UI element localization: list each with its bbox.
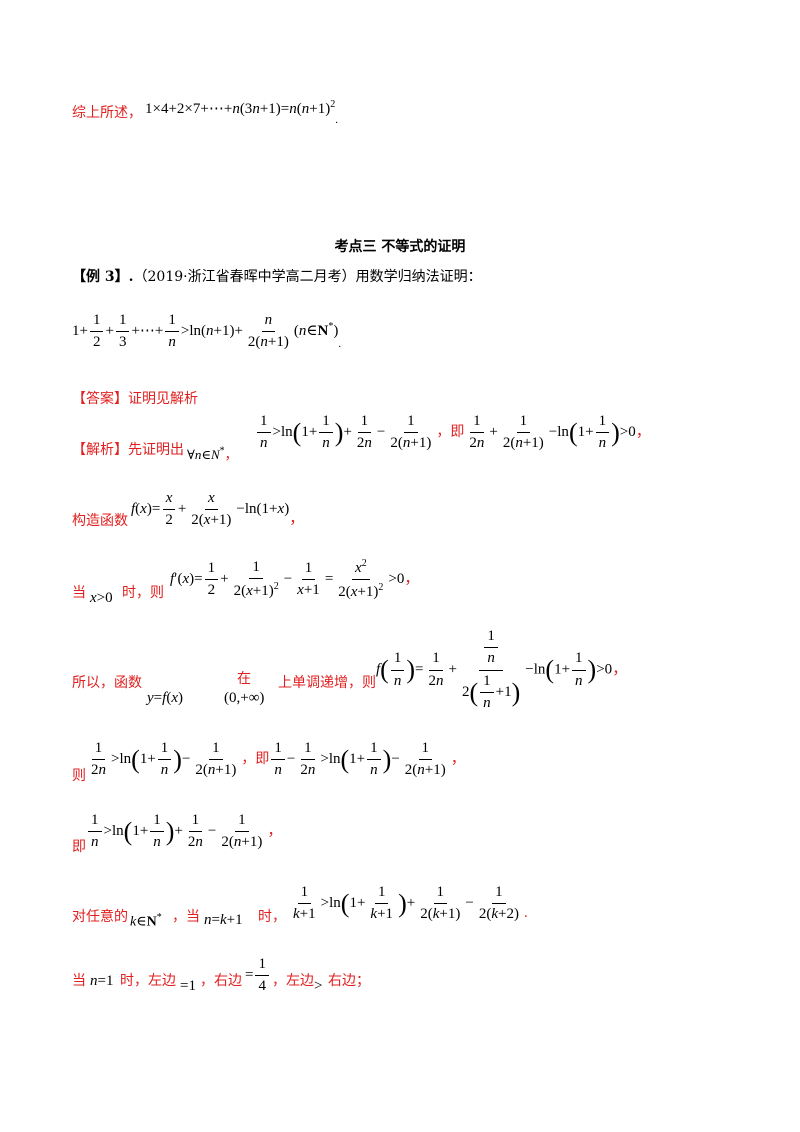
analysis-line4-text-b: 在 bbox=[237, 671, 251, 687]
analysis-line7-text-c: 时， bbox=[258, 909, 286, 925]
example-line: 【例 3】.（2019·浙江省春晖中学高二月考）用数学归纳法证明： bbox=[72, 266, 482, 286]
analysis-line7-text-a: 对任意的 bbox=[72, 909, 128, 925]
analysis-line5-formulas: 1 2n >ln(1+ 1 n)− 1 2(n+1) ，即 1 n −1 2n >ln(1+ 1 n)− 1 2… bbox=[91, 740, 466, 779]
analysis-line3-formula: f′(x)= 1 2 +1 2(x+1)2−1 x+1 = x2 2(x+1)2 >0， bbox=[170, 558, 420, 601]
analysis-line7-text-b: ，当 bbox=[172, 909, 200, 925]
example-formula: 1+ 1 2 +1 3 +⋯+ 1 n >ln(n+1)+ n 2(n+1) (n∈N*). bbox=[72, 312, 342, 351]
analysis-line8-text-d: ，左边 bbox=[272, 973, 314, 989]
analysis-line6-text: 即 bbox=[72, 839, 86, 855]
analysis-line8-text-a: 当 bbox=[72, 973, 86, 989]
analysis-line5-text: 则 bbox=[72, 768, 86, 784]
analysis-line1-formula-a: 1 n >ln(1+ 1 n)+ 1 2n −1 2(n+1) ，即 1 2n +1 2(n+1) −ln(… bbox=[255, 413, 651, 453]
analysis-label: 【解析】 bbox=[72, 442, 128, 458]
answer-text: 证明见解析 bbox=[128, 391, 198, 407]
analysis-line1-cond: ∀n∈N*， bbox=[187, 445, 238, 463]
example-text: 用数学归纳法证明： bbox=[355, 269, 482, 285]
analysis-line4-text-a: 所以，函数 bbox=[72, 675, 142, 691]
analysis-line7-cond-a: k∈N* bbox=[130, 912, 162, 930]
analysis-line7-cond-b: n=k+1 bbox=[204, 912, 243, 928]
answer-label: 【答案】 bbox=[72, 391, 128, 407]
analysis-line8-cond: n=1 bbox=[90, 973, 114, 989]
analysis-line4-formula: f(1 n)= 1 2n +1 n 2(1 n +1) −ln(1+ 1 n)>0， bbox=[376, 628, 628, 711]
analysis-line8-val-left: =1 bbox=[180, 978, 196, 994]
analysis-line2-formula: f(x)= x 2 + x 2(x+1) −ln(1+x)， bbox=[131, 490, 305, 529]
example-source: （2019·浙江省春晖中学高二月考） bbox=[133, 269, 356, 285]
analysis-line1-text: 先证明出 bbox=[128, 442, 184, 458]
analysis-line8-text-c: ，右边 bbox=[200, 973, 242, 989]
analysis-line3-cond: x>0 bbox=[90, 590, 113, 606]
analysis-line4-text-c: 上单调递增，则 bbox=[278, 675, 376, 691]
analysis-line3-text-a: 当 bbox=[72, 585, 86, 601]
analysis-line8-text-b: 时，左边 bbox=[120, 973, 176, 989]
analysis-line4-func: y=f(x) bbox=[147, 690, 183, 706]
analysis-line2-text: 构造函数 bbox=[72, 513, 128, 529]
analysis-line4-interval: (0,+∞) bbox=[224, 690, 265, 706]
summary-formula: 1×4+2×7+⋯+n(3n+1)=n(n+1)2. bbox=[145, 99, 338, 126]
analysis-label-line: 【解析】先证明出 bbox=[72, 439, 184, 459]
analysis-line8-text-e: 右边； bbox=[328, 973, 370, 989]
analysis-line3-text-b: 时，则 bbox=[122, 585, 164, 601]
example-label: 【例 3】. bbox=[72, 269, 134, 285]
answer-line: 【答案】证明见解析 bbox=[72, 388, 198, 408]
section-title: 考点三 不等式的证明 bbox=[334, 239, 466, 255]
summary-label: 综上所述， bbox=[72, 105, 142, 121]
analysis-line8-val-right: = 1 4 bbox=[245, 956, 271, 996]
analysis-line8-gt: > bbox=[314, 978, 323, 994]
analysis-line7-formula: 1 k+1 >ln(1+ 1 k+1)+ 1 2(k+1) −1 2(k+2). bbox=[293, 884, 528, 923]
analysis-line6-formula: 1 n >ln(1+ 1 n)+ 1 2n −1 2(n+1)， bbox=[86, 812, 282, 852]
